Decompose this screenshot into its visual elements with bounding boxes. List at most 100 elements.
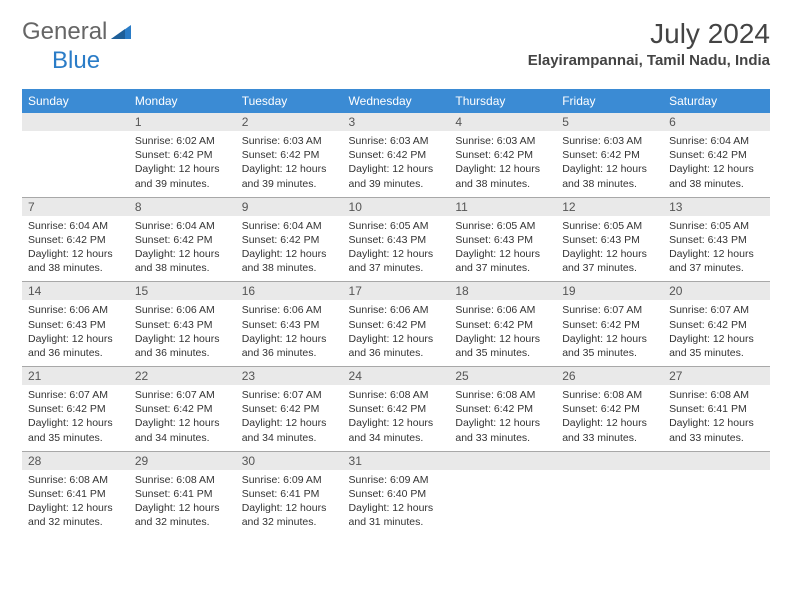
day-details: Sunrise: 6:08 AMSunset: 6:41 PMDaylight:… — [129, 470, 236, 536]
day-number: 19 — [556, 282, 663, 300]
weekday-header: Tuesday — [236, 89, 343, 113]
day-details: Sunrise: 6:05 AMSunset: 6:43 PMDaylight:… — [663, 216, 770, 282]
calendar-cell: 21Sunrise: 6:07 AMSunset: 6:42 PMDayligh… — [22, 367, 129, 452]
calendar-cell: 26Sunrise: 6:08 AMSunset: 6:42 PMDayligh… — [556, 367, 663, 452]
day-number-empty — [449, 452, 556, 470]
day-number: 25 — [449, 367, 556, 385]
calendar-row: 21Sunrise: 6:07 AMSunset: 6:42 PMDayligh… — [22, 367, 770, 452]
day-number: 12 — [556, 198, 663, 216]
calendar-cell — [22, 113, 129, 197]
calendar-cell: 13Sunrise: 6:05 AMSunset: 6:43 PMDayligh… — [663, 197, 770, 282]
day-details: Sunrise: 6:06 AMSunset: 6:43 PMDaylight:… — [236, 300, 343, 366]
day-details: Sunrise: 6:04 AMSunset: 6:42 PMDaylight:… — [129, 216, 236, 282]
day-number: 10 — [343, 198, 450, 216]
calendar-row: 7Sunrise: 6:04 AMSunset: 6:42 PMDaylight… — [22, 197, 770, 282]
day-number: 3 — [343, 113, 450, 131]
calendar-body: 1Sunrise: 6:02 AMSunset: 6:42 PMDaylight… — [22, 113, 770, 535]
day-number: 11 — [449, 198, 556, 216]
day-details: Sunrise: 6:07 AMSunset: 6:42 PMDaylight:… — [236, 385, 343, 451]
day-number: 20 — [663, 282, 770, 300]
calendar-cell: 20Sunrise: 6:07 AMSunset: 6:42 PMDayligh… — [663, 282, 770, 367]
weekday-header: Thursday — [449, 89, 556, 113]
logo-text-1: General — [22, 18, 107, 46]
day-number: 21 — [22, 367, 129, 385]
day-details: Sunrise: 6:06 AMSunset: 6:42 PMDaylight:… — [449, 300, 556, 366]
day-details: Sunrise: 6:07 AMSunset: 6:42 PMDaylight:… — [129, 385, 236, 451]
calendar-cell: 10Sunrise: 6:05 AMSunset: 6:43 PMDayligh… — [343, 197, 450, 282]
weekday-header: Saturday — [663, 89, 770, 113]
day-details: Sunrise: 6:03 AMSunset: 6:42 PMDaylight:… — [236, 131, 343, 197]
calendar-cell: 28Sunrise: 6:08 AMSunset: 6:41 PMDayligh… — [22, 451, 129, 535]
calendar-cell: 18Sunrise: 6:06 AMSunset: 6:42 PMDayligh… — [449, 282, 556, 367]
day-details: Sunrise: 6:02 AMSunset: 6:42 PMDaylight:… — [129, 131, 236, 197]
day-details: Sunrise: 6:03 AMSunset: 6:42 PMDaylight:… — [556, 131, 663, 197]
calendar-cell — [663, 451, 770, 535]
day-details: Sunrise: 6:08 AMSunset: 6:42 PMDaylight:… — [449, 385, 556, 451]
day-number: 15 — [129, 282, 236, 300]
day-number-empty — [556, 452, 663, 470]
calendar-cell: 25Sunrise: 6:08 AMSunset: 6:42 PMDayligh… — [449, 367, 556, 452]
weekday-header-row: Sunday Monday Tuesday Wednesday Thursday… — [22, 89, 770, 113]
weekday-header: Friday — [556, 89, 663, 113]
weekday-header: Sunday — [22, 89, 129, 113]
month-title: July 2024 — [528, 18, 770, 50]
day-number: 23 — [236, 367, 343, 385]
day-number-empty — [663, 452, 770, 470]
weekday-header: Monday — [129, 89, 236, 113]
day-details: Sunrise: 6:04 AMSunset: 6:42 PMDaylight:… — [22, 216, 129, 282]
calendar-cell: 14Sunrise: 6:06 AMSunset: 6:43 PMDayligh… — [22, 282, 129, 367]
day-details: Sunrise: 6:08 AMSunset: 6:41 PMDaylight:… — [663, 385, 770, 451]
day-number: 5 — [556, 113, 663, 131]
day-details: Sunrise: 6:08 AMSunset: 6:42 PMDaylight:… — [556, 385, 663, 451]
day-number: 9 — [236, 198, 343, 216]
calendar-cell: 4Sunrise: 6:03 AMSunset: 6:42 PMDaylight… — [449, 113, 556, 197]
calendar-cell: 12Sunrise: 6:05 AMSunset: 6:43 PMDayligh… — [556, 197, 663, 282]
calendar-cell: 3Sunrise: 6:03 AMSunset: 6:42 PMDaylight… — [343, 113, 450, 197]
calendar-cell: 23Sunrise: 6:07 AMSunset: 6:42 PMDayligh… — [236, 367, 343, 452]
day-details: Sunrise: 6:03 AMSunset: 6:42 PMDaylight:… — [343, 131, 450, 197]
day-number: 29 — [129, 452, 236, 470]
day-number: 13 — [663, 198, 770, 216]
day-number: 28 — [22, 452, 129, 470]
location-text: Elayirampannai, Tamil Nadu, India — [528, 52, 770, 69]
day-number: 4 — [449, 113, 556, 131]
day-number: 18 — [449, 282, 556, 300]
calendar-row: 14Sunrise: 6:06 AMSunset: 6:43 PMDayligh… — [22, 282, 770, 367]
calendar-cell: 16Sunrise: 6:06 AMSunset: 6:43 PMDayligh… — [236, 282, 343, 367]
day-number: 1 — [129, 113, 236, 131]
title-block: July 2024 Elayirampannai, Tamil Nadu, In… — [528, 18, 770, 69]
calendar-cell: 6Sunrise: 6:04 AMSunset: 6:42 PMDaylight… — [663, 113, 770, 197]
calendar-cell: 30Sunrise: 6:09 AMSunset: 6:41 PMDayligh… — [236, 451, 343, 535]
weekday-header: Wednesday — [343, 89, 450, 113]
day-details: Sunrise: 6:09 AMSunset: 6:41 PMDaylight:… — [236, 470, 343, 536]
logo-text-2: Blue — [52, 47, 100, 75]
day-number: 17 — [343, 282, 450, 300]
day-details: Sunrise: 6:07 AMSunset: 6:42 PMDaylight:… — [556, 300, 663, 366]
day-details: Sunrise: 6:06 AMSunset: 6:43 PMDaylight:… — [129, 300, 236, 366]
day-number: 24 — [343, 367, 450, 385]
calendar-cell: 31Sunrise: 6:09 AMSunset: 6:40 PMDayligh… — [343, 451, 450, 535]
calendar-cell: 27Sunrise: 6:08 AMSunset: 6:41 PMDayligh… — [663, 367, 770, 452]
calendar-cell: 17Sunrise: 6:06 AMSunset: 6:42 PMDayligh… — [343, 282, 450, 367]
day-number: 31 — [343, 452, 450, 470]
day-details: Sunrise: 6:08 AMSunset: 6:42 PMDaylight:… — [343, 385, 450, 451]
day-number: 30 — [236, 452, 343, 470]
day-details: Sunrise: 6:05 AMSunset: 6:43 PMDaylight:… — [556, 216, 663, 282]
day-number: 8 — [129, 198, 236, 216]
calendar-cell: 24Sunrise: 6:08 AMSunset: 6:42 PMDayligh… — [343, 367, 450, 452]
day-number: 16 — [236, 282, 343, 300]
day-number: 2 — [236, 113, 343, 131]
calendar-table: Sunday Monday Tuesday Wednesday Thursday… — [22, 89, 770, 535]
calendar-cell: 19Sunrise: 6:07 AMSunset: 6:42 PMDayligh… — [556, 282, 663, 367]
calendar-cell: 22Sunrise: 6:07 AMSunset: 6:42 PMDayligh… — [129, 367, 236, 452]
calendar-cell: 29Sunrise: 6:08 AMSunset: 6:41 PMDayligh… — [129, 451, 236, 535]
calendar-cell — [449, 451, 556, 535]
calendar-cell: 8Sunrise: 6:04 AMSunset: 6:42 PMDaylight… — [129, 197, 236, 282]
calendar-cell: 9Sunrise: 6:04 AMSunset: 6:42 PMDaylight… — [236, 197, 343, 282]
calendar-cell: 11Sunrise: 6:05 AMSunset: 6:43 PMDayligh… — [449, 197, 556, 282]
calendar-row: 1Sunrise: 6:02 AMSunset: 6:42 PMDaylight… — [22, 113, 770, 197]
calendar-cell: 7Sunrise: 6:04 AMSunset: 6:42 PMDaylight… — [22, 197, 129, 282]
calendar-cell: 15Sunrise: 6:06 AMSunset: 6:43 PMDayligh… — [129, 282, 236, 367]
day-details: Sunrise: 6:06 AMSunset: 6:42 PMDaylight:… — [343, 300, 450, 366]
day-details: Sunrise: 6:08 AMSunset: 6:41 PMDaylight:… — [22, 470, 129, 536]
